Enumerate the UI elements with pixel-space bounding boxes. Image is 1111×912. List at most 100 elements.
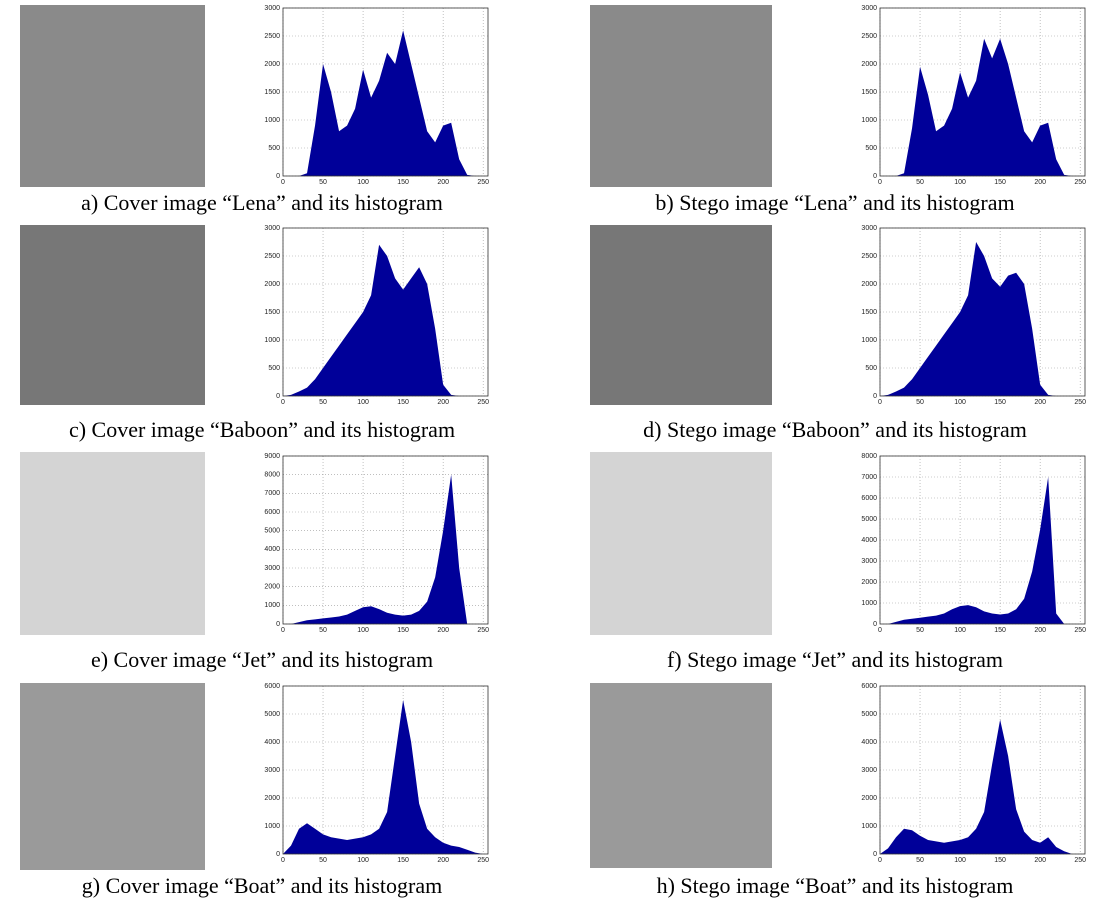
x-tick-label: 50 (319, 179, 327, 186)
y-tick-label: 4000 (861, 537, 877, 544)
photo (20, 225, 205, 405)
photo (590, 225, 772, 405)
y-tick-label: 8000 (861, 453, 877, 460)
x-tick-label: 250 (1074, 399, 1086, 406)
y-tick-label: 2000 (264, 584, 280, 591)
caption: f) Stego image “Jet” and its histogram (667, 647, 1003, 672)
y-tick-label: 8000 (264, 472, 280, 479)
caption: b) Stego image “Lena” and its histogram (655, 190, 1014, 215)
y-tick-label: 9000 (264, 453, 280, 460)
x-tick-label: 150 (994, 179, 1006, 186)
caption: e) Cover image “Jet” and its histogram (91, 647, 433, 672)
y-tick-label: 3000 (264, 767, 280, 774)
photos (20, 5, 772, 870)
x-tick-label: 150 (994, 399, 1006, 406)
x-tick-label: 250 (1074, 179, 1086, 186)
y-tick-label: 5000 (264, 711, 280, 718)
y-tick-label: 2000 (861, 579, 877, 586)
x-tick-label: 0 (878, 179, 882, 186)
x-tick-label: 50 (916, 627, 924, 634)
histogram-area (283, 244, 484, 396)
x-tick-label: 150 (994, 627, 1006, 634)
x-tick-label: 150 (994, 857, 1006, 864)
photo (20, 683, 205, 870)
x-tick-label: 50 (319, 627, 327, 634)
histogram-area (283, 474, 484, 624)
y-tick-label: 3000 (861, 225, 877, 232)
y-tick-label: 0 (276, 851, 280, 858)
x-tick-label: 0 (878, 627, 882, 634)
y-tick-label: 1500 (264, 89, 280, 96)
y-tick-label: 2000 (861, 281, 877, 288)
plot-frame (879, 7, 1086, 177)
y-tick-label: 7000 (861, 474, 877, 481)
x-tick-label: 100 (954, 857, 966, 864)
photo (20, 452, 205, 635)
y-tick-label: 1000 (861, 337, 877, 344)
histogram-area (880, 477, 1081, 624)
plot-frame (282, 685, 489, 855)
x-tick-label: 0 (281, 179, 285, 186)
photo (590, 5, 772, 187)
photo (590, 683, 772, 868)
plot-frame (879, 227, 1086, 397)
x-tick-label: 100 (357, 399, 369, 406)
x-tick-label: 0 (281, 627, 285, 634)
caption: c) Cover image “Baboon” and its histogra… (69, 417, 455, 442)
y-tick-label: 500 (865, 145, 877, 152)
caption: d) Stego image “Baboon” and its histogra… (643, 417, 1027, 442)
y-tick-label: 3000 (264, 5, 280, 12)
x-tick-label: 250 (477, 179, 489, 186)
y-tick-label: 1500 (861, 89, 877, 96)
plot-frame (282, 227, 489, 397)
x-tick-label: 0 (281, 399, 285, 406)
y-tick-label: 2000 (264, 61, 280, 68)
plot-frame (282, 455, 489, 625)
y-tick-label: 500 (268, 365, 280, 372)
y-tick-label: 1500 (861, 309, 877, 316)
y-tick-label: 2500 (861, 33, 877, 40)
y-tick-label: 2500 (264, 33, 280, 40)
y-tick-label: 0 (873, 393, 877, 400)
y-tick-label: 4000 (264, 739, 280, 746)
plot-frame (879, 455, 1086, 625)
x-tick-label: 250 (477, 857, 489, 864)
x-tick-label: 50 (916, 399, 924, 406)
y-tick-label: 1500 (264, 309, 280, 316)
y-tick-label: 0 (276, 393, 280, 400)
y-tick-label: 0 (873, 621, 877, 628)
y-tick-label: 1000 (264, 823, 280, 830)
photo (590, 452, 772, 635)
histogram-area (880, 38, 1081, 176)
y-tick-label: 1000 (264, 602, 280, 609)
x-tick-label: 250 (477, 627, 489, 634)
x-tick-label: 100 (954, 627, 966, 634)
y-tick-label: 2000 (264, 281, 280, 288)
x-tick-label: 0 (878, 399, 882, 406)
x-tick-label: 250 (477, 399, 489, 406)
y-tick-label: 3000 (264, 225, 280, 232)
histogram-area (283, 700, 484, 854)
y-tick-label: 7000 (264, 490, 280, 497)
y-tick-label: 5000 (861, 516, 877, 523)
y-tick-label: 1000 (861, 117, 877, 124)
x-tick-label: 100 (954, 399, 966, 406)
plot-frame (879, 685, 1086, 855)
x-tick-label: 100 (357, 627, 369, 634)
caption: a) Cover image “Lena” and its histogram (81, 190, 443, 215)
photo (20, 5, 205, 187)
x-tick-label: 0 (281, 857, 285, 864)
y-tick-label: 2000 (861, 795, 877, 802)
y-tick-label: 6000 (264, 683, 280, 690)
x-tick-label: 50 (916, 179, 924, 186)
x-tick-label: 200 (437, 399, 449, 406)
y-tick-label: 5000 (861, 711, 877, 718)
y-tick-label: 2000 (264, 795, 280, 802)
x-tick-label: 200 (437, 857, 449, 864)
x-tick-label: 200 (437, 627, 449, 634)
y-tick-label: 6000 (861, 495, 877, 502)
y-tick-label: 2500 (861, 253, 877, 260)
y-tick-label: 1000 (861, 600, 877, 607)
y-tick-label: 2000 (861, 61, 877, 68)
